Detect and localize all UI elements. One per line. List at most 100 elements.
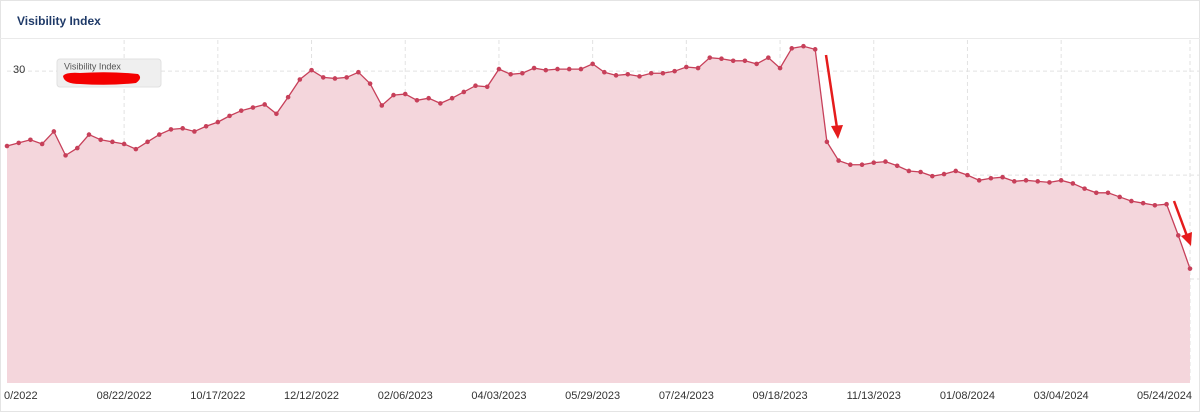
point (754, 61, 759, 67)
point (332, 76, 338, 81)
point (1175, 233, 1181, 238)
point (98, 137, 104, 143)
point (742, 58, 748, 64)
point (812, 47, 818, 52)
point (227, 113, 232, 119)
point (602, 69, 607, 75)
point (449, 95, 455, 101)
x-tick-label: 02/06/2023 (378, 390, 433, 402)
point (402, 91, 408, 97)
point (953, 168, 959, 174)
point (320, 75, 326, 80)
point (918, 169, 923, 175)
point (121, 141, 127, 147)
point (520, 70, 525, 76)
x-tick-label: 12/12/2022 (284, 390, 339, 402)
y-tick-label: 30 (13, 64, 25, 76)
point (1000, 174, 1005, 180)
x-tick-label: 01/08/2024 (940, 390, 995, 402)
arrow (824, 54, 839, 129)
point (859, 162, 865, 168)
point (215, 119, 221, 125)
x-tick-label: 07/24/2023 (659, 390, 714, 402)
arrow (1172, 200, 1189, 237)
point (4, 143, 10, 149)
point (695, 65, 701, 71)
area (7, 46, 1190, 384)
tooltip: Visibility Index (56, 58, 162, 88)
point (391, 92, 396, 98)
point (1012, 179, 1017, 184)
arrow-head (831, 125, 843, 139)
x-tick-label: 05/29/2023 (565, 390, 620, 402)
point (238, 108, 244, 113)
point (1187, 266, 1193, 271)
point (707, 55, 713, 60)
point (438, 101, 443, 106)
point (1082, 186, 1087, 191)
point (976, 178, 982, 183)
point (1117, 194, 1123, 200)
point (180, 126, 185, 131)
x-tick-label: 11/13/2023 (847, 390, 901, 402)
point (1035, 179, 1041, 184)
point (871, 160, 877, 165)
point (168, 127, 174, 132)
point (1093, 190, 1099, 196)
point (51, 129, 57, 134)
point (1152, 202, 1158, 208)
plot: 1020300/202208/22/202210/17/202212/12/20… (4, 40, 1200, 402)
point (555, 66, 560, 72)
point (1047, 180, 1052, 185)
point (883, 159, 888, 164)
point (133, 146, 139, 152)
redaction (63, 72, 141, 85)
point (988, 175, 994, 181)
point (1129, 198, 1134, 204)
point (543, 67, 549, 73)
point (74, 145, 80, 151)
x-tick-label: 09/18/2023 (753, 390, 808, 402)
x-tick-label: 10/17/2022 (190, 390, 245, 402)
annotations (824, 54, 1192, 246)
x-tick-label: 0/2022 (4, 390, 38, 402)
x-tick-label: 08/22/2022 (97, 390, 152, 402)
point (192, 129, 197, 134)
x-tick-label: 05/24/2024 (1137, 390, 1192, 402)
point (848, 162, 853, 168)
point (356, 69, 361, 75)
point (145, 139, 150, 145)
point (684, 64, 689, 70)
point (297, 77, 303, 82)
point (110, 139, 115, 145)
point (648, 70, 654, 76)
point (16, 140, 22, 146)
point (484, 84, 490, 90)
point (508, 72, 513, 77)
point (367, 81, 373, 86)
point (1164, 201, 1169, 207)
point (1140, 200, 1146, 206)
point (1058, 178, 1064, 183)
point (590, 61, 595, 67)
point (965, 172, 970, 178)
point (578, 66, 584, 72)
tooltip-label: Visibility Index (64, 61, 121, 71)
point (719, 56, 724, 62)
point (836, 158, 841, 163)
point (637, 74, 642, 79)
point (531, 65, 537, 71)
x-tick-label: 03/04/2024 (1034, 390, 1089, 402)
point (1105, 190, 1111, 196)
point (625, 72, 631, 77)
point (285, 94, 291, 100)
x-tick-label: 04/03/2023 (471, 390, 526, 402)
point (274, 111, 279, 117)
point (613, 73, 619, 78)
point (461, 89, 467, 95)
point (39, 141, 45, 147)
point (426, 95, 431, 101)
point (777, 65, 783, 71)
point (801, 43, 806, 49)
